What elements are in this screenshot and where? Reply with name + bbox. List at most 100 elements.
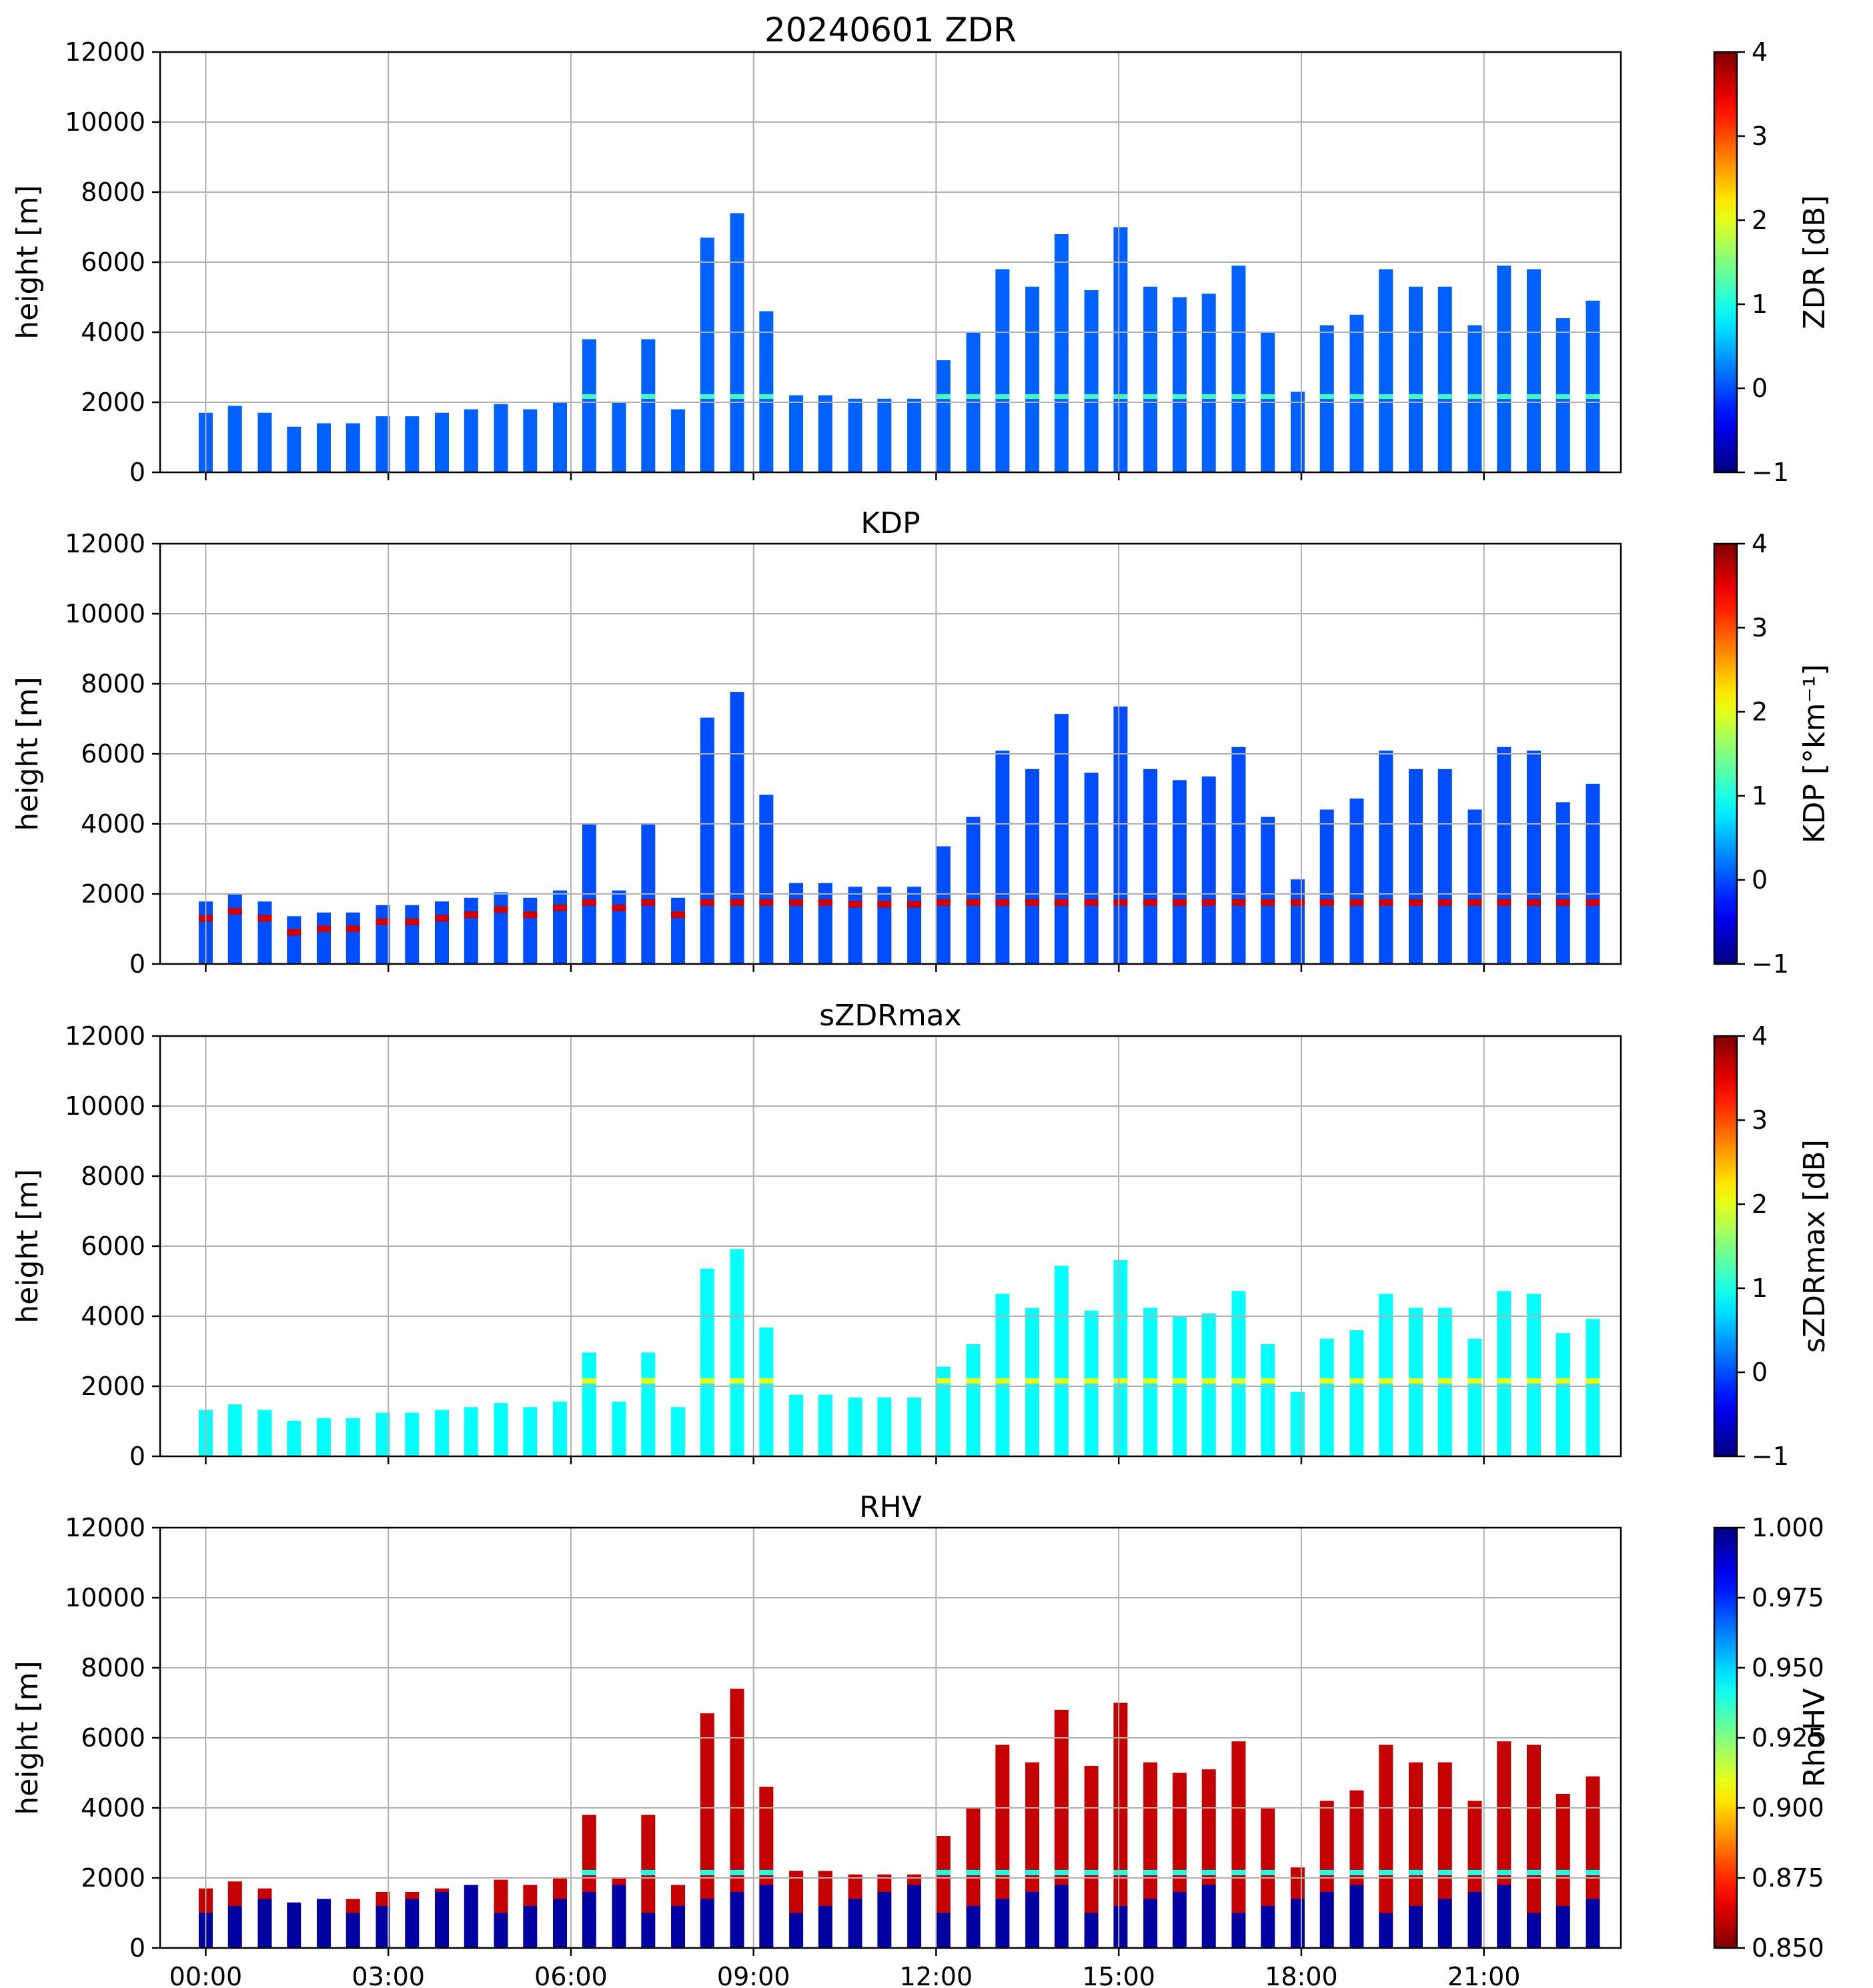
data-column-lower (1319, 1892, 1334, 1948)
melting-layer-band (1290, 899, 1305, 906)
data-column (1379, 751, 1393, 964)
data-column (1586, 300, 1600, 472)
data-column (287, 1420, 301, 1456)
data-column-lower (553, 1899, 568, 1948)
melting-layer-band (759, 1869, 774, 1875)
colorbar-tick-label: 0.925 (1752, 1723, 1824, 1753)
data-column-lower (1586, 1899, 1600, 1948)
colorbar-label: sZDRmax [dB] (1798, 1139, 1832, 1353)
melting-layer-band (1054, 899, 1069, 906)
colorbar-gradient (1713, 51, 1738, 474)
melting-layer-band (1527, 1378, 1541, 1384)
melting-layer-band (1379, 899, 1393, 906)
data-column (523, 409, 538, 472)
melting-layer-band (1319, 1378, 1334, 1384)
colorbar-label: KDP [°km⁻¹] (1798, 664, 1832, 844)
data-column (376, 1892, 390, 1906)
melting-layer-band (1231, 1869, 1246, 1875)
colorbar-tick-label: −1 (1752, 458, 1789, 487)
melting-layer-band (346, 925, 360, 933)
colorbar-tick-label: 4 (1752, 529, 1768, 558)
data-column-lower (464, 1885, 478, 1948)
melting-layer-band (1555, 394, 1570, 399)
melting-layer-band (1586, 899, 1600, 906)
data-column (1231, 1741, 1246, 1913)
data-column-lower (641, 1913, 656, 1948)
data-column-lower (376, 1906, 390, 1948)
panel-kdp: 0 2000 4000 6000 8000 10000 12000 KDP height [m]… (11, 506, 1832, 979)
data-column (1349, 1790, 1364, 1885)
data-column (700, 717, 714, 964)
data-column (553, 1878, 568, 1899)
colorbar-tick-label: 0 (1752, 865, 1768, 895)
melting-layer-band (1172, 1378, 1187, 1384)
melting-layer-band (287, 929, 301, 936)
colorbar-tick-label: 1.000 (1752, 1513, 1824, 1542)
data-column (1231, 1291, 1246, 1456)
melting-layer-band (700, 394, 714, 399)
data-column (434, 1888, 449, 1892)
data-column-lower (346, 1913, 360, 1948)
y-tick-label: 6000 (81, 247, 145, 277)
data-column (818, 1871, 832, 1906)
y-tick-label: 2000 (81, 879, 145, 909)
y-tick-label: 4000 (81, 1793, 145, 1823)
data-column-lower (434, 1892, 449, 1948)
data-column (848, 398, 862, 472)
melting-layer-band (1143, 899, 1158, 906)
melting-layer-band (1143, 1869, 1158, 1875)
melting-layer-band (1231, 899, 1246, 906)
melting-layer-band (995, 1869, 1010, 1875)
melting-layer-band (1201, 394, 1216, 399)
colorbar-tick-label: 0.875 (1752, 1863, 1824, 1893)
data-column (1084, 1766, 1099, 1913)
data-column (1319, 1801, 1334, 1892)
data-column (995, 1294, 1010, 1456)
data-column (877, 887, 892, 964)
data-column-lower (1201, 1885, 1216, 1948)
data-column (936, 1366, 951, 1456)
melting-layer-band (730, 1869, 744, 1875)
data-column (671, 1885, 686, 1906)
melting-layer-band (730, 899, 744, 906)
melting-layer-band (966, 1869, 981, 1875)
melting-layer-band (1201, 1378, 1216, 1384)
data-column (1113, 1260, 1128, 1456)
colorbar-tick-label: 1 (1752, 1274, 1768, 1303)
data-column (1172, 1773, 1187, 1892)
y-tick-label: 4000 (81, 809, 145, 839)
colorbar-tick-label: 2 (1752, 697, 1768, 726)
melting-layer-band (582, 1378, 596, 1384)
data-column (1349, 798, 1364, 964)
melting-layer-band (1054, 1869, 1069, 1875)
data-column (316, 423, 331, 472)
data-column (1231, 747, 1246, 964)
y-tick-label: 8000 (81, 177, 145, 207)
melting-layer-band (434, 915, 449, 922)
data-column (1290, 392, 1305, 472)
colorbar-tick-label: 0.975 (1752, 1583, 1824, 1612)
y-tick-label: 0 (129, 1933, 145, 1963)
melting-layer-band (1467, 1378, 1482, 1384)
melting-layer-band (730, 394, 744, 399)
melting-layer-band (1172, 1869, 1187, 1875)
data-column (1201, 1313, 1216, 1456)
melting-layer-band (966, 899, 981, 906)
x-tick-label: 06:00 (534, 1962, 608, 1988)
data-column (1261, 1344, 1275, 1456)
data-column (405, 1892, 420, 1899)
melting-layer-band (700, 899, 714, 906)
data-column (346, 912, 360, 964)
data-column (405, 905, 420, 964)
data-column (1497, 747, 1511, 964)
melting-layer-band (1113, 1869, 1128, 1875)
data-column (848, 1874, 862, 1899)
data-column (966, 817, 981, 964)
melting-layer-band (1467, 1869, 1482, 1875)
data-column (700, 1268, 714, 1456)
y-tick-label: 12000 (65, 1513, 145, 1542)
data-column-lower (1261, 1906, 1275, 1948)
x-tick-label: 03:00 (352, 1962, 425, 1988)
colorbar-tick-label: 1 (1752, 781, 1768, 811)
data-column-lower (671, 1906, 686, 1948)
